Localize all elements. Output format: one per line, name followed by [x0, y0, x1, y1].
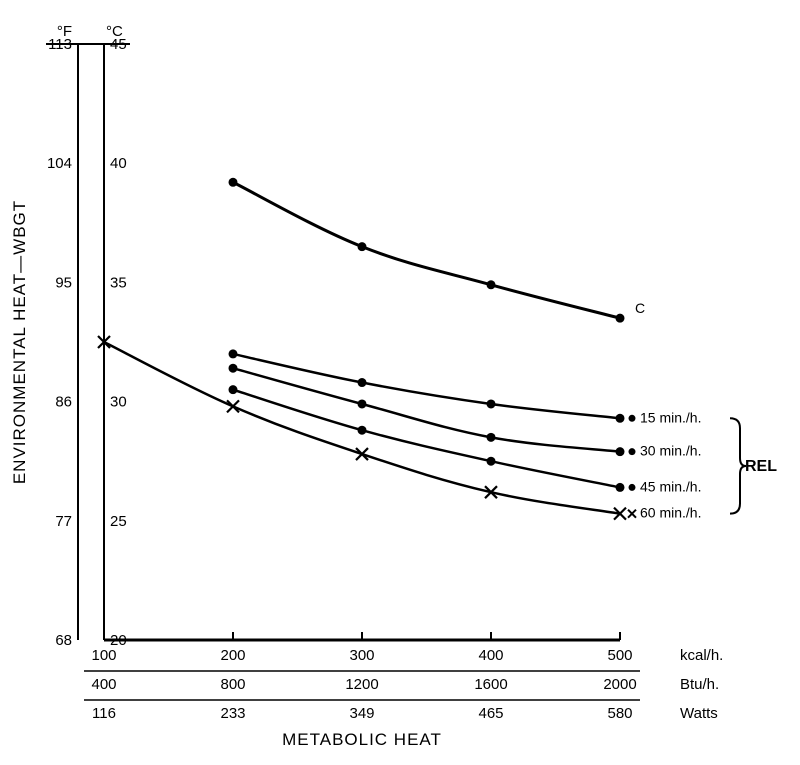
curve-label-REL30: 30 min./h.	[640, 443, 701, 459]
x-tick-label: 400	[91, 676, 116, 693]
curve-marker-dot	[616, 414, 625, 423]
curve-marker-dot	[358, 242, 367, 251]
x-axis-unit-label: Watts	[680, 705, 718, 722]
x-tick-label: 2000	[603, 676, 636, 693]
x-tick-label: 800	[220, 676, 245, 693]
curve-marker-dot	[229, 364, 238, 373]
x-tick-label: 100	[91, 647, 116, 664]
y-tick-c: 40	[110, 155, 127, 172]
legend-marker-dot	[629, 484, 636, 491]
rel-brace-label: REL	[745, 458, 777, 475]
curve-marker-dot	[487, 399, 496, 408]
x-tick-label: 200	[220, 647, 245, 664]
curve-label-REL60: 60 min./h.	[640, 505, 701, 521]
x-tick-label: 1200	[345, 676, 378, 693]
x-axis-title: METABOLIC HEAT	[282, 730, 442, 749]
curve-C	[233, 182, 620, 318]
curve-REL30	[233, 368, 620, 451]
curve-marker-dot	[358, 399, 367, 408]
curve-REL45	[233, 390, 620, 488]
x-axis-unit-label: Btu/h.	[680, 676, 719, 693]
y-tick-f: 113	[48, 36, 72, 53]
y-tick-c: 25	[110, 513, 127, 530]
curve-label-REL15: 15 min./h.	[640, 409, 701, 425]
legend-marker-dot	[629, 448, 636, 455]
x-tick-label: 580	[607, 705, 632, 722]
curve-marker-dot	[229, 349, 238, 358]
y-tick-f: 95	[55, 274, 72, 291]
rel-brace	[730, 418, 746, 513]
x-tick-label: 400	[478, 647, 503, 664]
x-tick-label: 300	[349, 647, 374, 664]
y-tick-c: 30	[110, 394, 127, 411]
x-tick-label: 465	[478, 705, 503, 722]
y-tick-f: 77	[55, 513, 72, 530]
curve-marker-dot	[229, 385, 238, 394]
y-tick-f: 86	[55, 394, 72, 411]
curve-label-REL45: 45 min./h.	[640, 478, 701, 494]
x-tick-label: 233	[220, 705, 245, 722]
curve-marker-dot	[487, 457, 496, 466]
x-tick-label: 1600	[474, 676, 507, 693]
curve-marker-dot	[229, 178, 238, 187]
curve-marker-dot	[616, 447, 625, 456]
curve-marker-dot	[358, 426, 367, 435]
wbgt-chart: °F°C11345104409535863077256820ENVIRONMEN…	[0, 0, 800, 765]
curve-marker-dot	[358, 378, 367, 387]
x-tick-label: 349	[349, 705, 374, 722]
curve-marker-dot	[616, 314, 625, 323]
y-axis-title: ENVIRONMENTAL HEAT—WBGT	[10, 200, 29, 484]
y-tick-c: 35	[110, 274, 127, 291]
curve-marker-dot	[616, 483, 625, 492]
y-tick-c: 45	[110, 36, 127, 53]
curve-label-C: C	[635, 300, 645, 316]
legend-marker-dot	[629, 415, 636, 422]
y-tick-f: 104	[47, 155, 72, 172]
y-tick-f: 68	[55, 632, 72, 649]
x-axis-unit-label: kcal/h.	[680, 647, 723, 664]
x-tick-label: 116	[92, 705, 116, 722]
x-tick-label: 500	[607, 647, 632, 664]
curve-marker-dot	[487, 433, 496, 442]
curve-marker-dot	[487, 280, 496, 289]
